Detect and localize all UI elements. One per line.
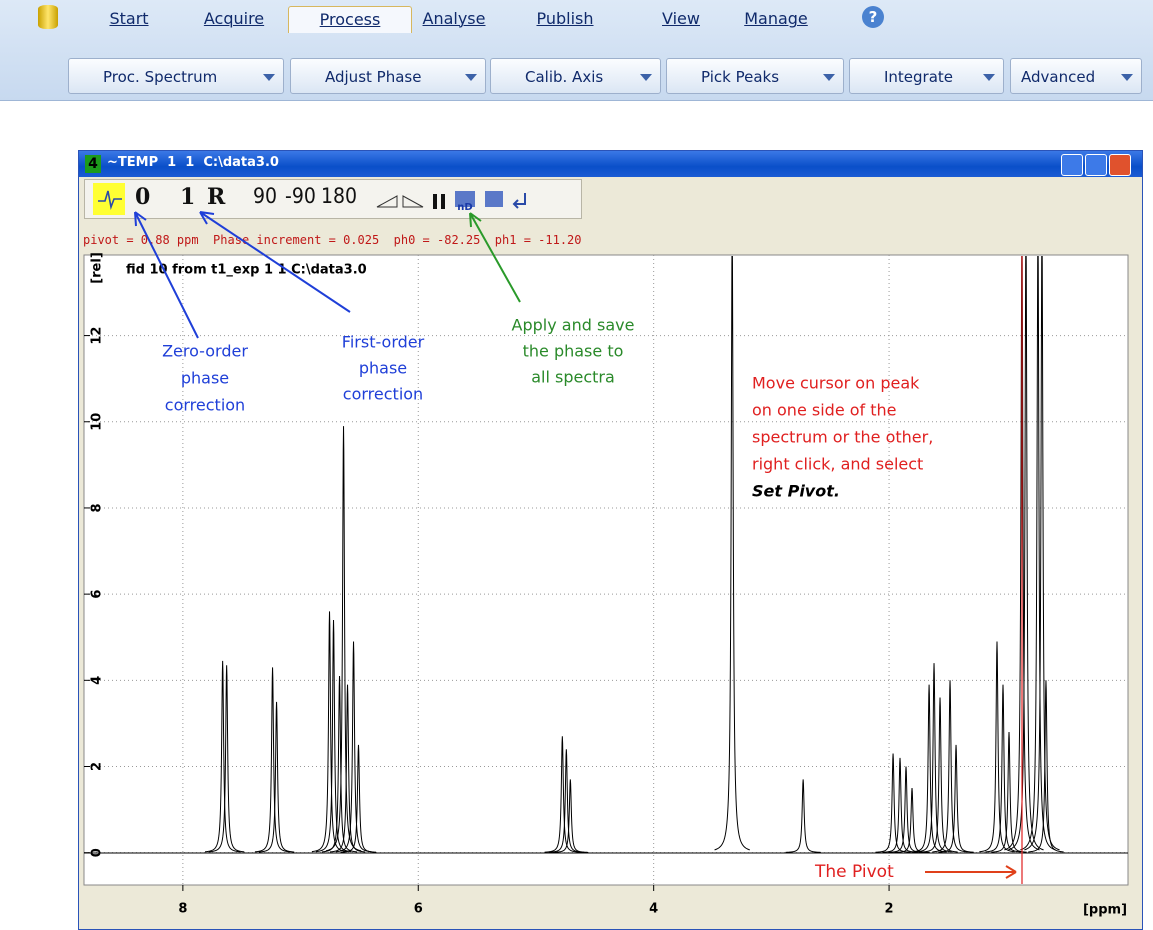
annotation-text: First-order (342, 333, 425, 352)
pivot-label: The Pivot (814, 862, 894, 882)
annotation-text: correction (343, 385, 423, 404)
annotation-text: Zero-order (162, 342, 248, 361)
annotation-text: Move cursor on peak (752, 374, 920, 393)
page: StartAcquireProcessAnalysePublishViewMan… (0, 0, 1153, 927)
y-tick-label: 2 (90, 762, 105, 771)
x-tick-label: 4 (649, 902, 658, 917)
y-tick-label: 4 (90, 676, 105, 685)
y-tick-label: 12 (90, 327, 105, 345)
annotation-text: phase (181, 369, 229, 388)
annotation-action: Set Pivot. (752, 482, 840, 501)
y-tick-label: 8 (90, 503, 105, 512)
annotation-text: the phase to (523, 342, 624, 361)
annotation-text: on one side of the (752, 401, 897, 420)
annotation-text: Apply and save (512, 316, 635, 335)
y-tick-label: 10 (90, 413, 105, 431)
annotation-text: all spectra (531, 368, 615, 387)
annotation-text: spectrum or the other, (752, 428, 933, 447)
x-tick-label: 6 (414, 902, 423, 917)
y-tick-label: 6 (90, 590, 105, 599)
y-axis-label: [rel] (90, 252, 105, 284)
x-tick-label: 2 (885, 902, 894, 917)
annotation-text: phase (359, 359, 407, 378)
annotation-text: correction (165, 396, 245, 415)
spectrum-chart: 8642024681012 fid 10 from t1_exp 1 1 C:\… (0, 0, 1153, 927)
annotation-text: right click, and select (752, 455, 923, 474)
x-axis-label: [ppm] (1083, 903, 1127, 918)
x-tick-label: 8 (178, 902, 187, 917)
